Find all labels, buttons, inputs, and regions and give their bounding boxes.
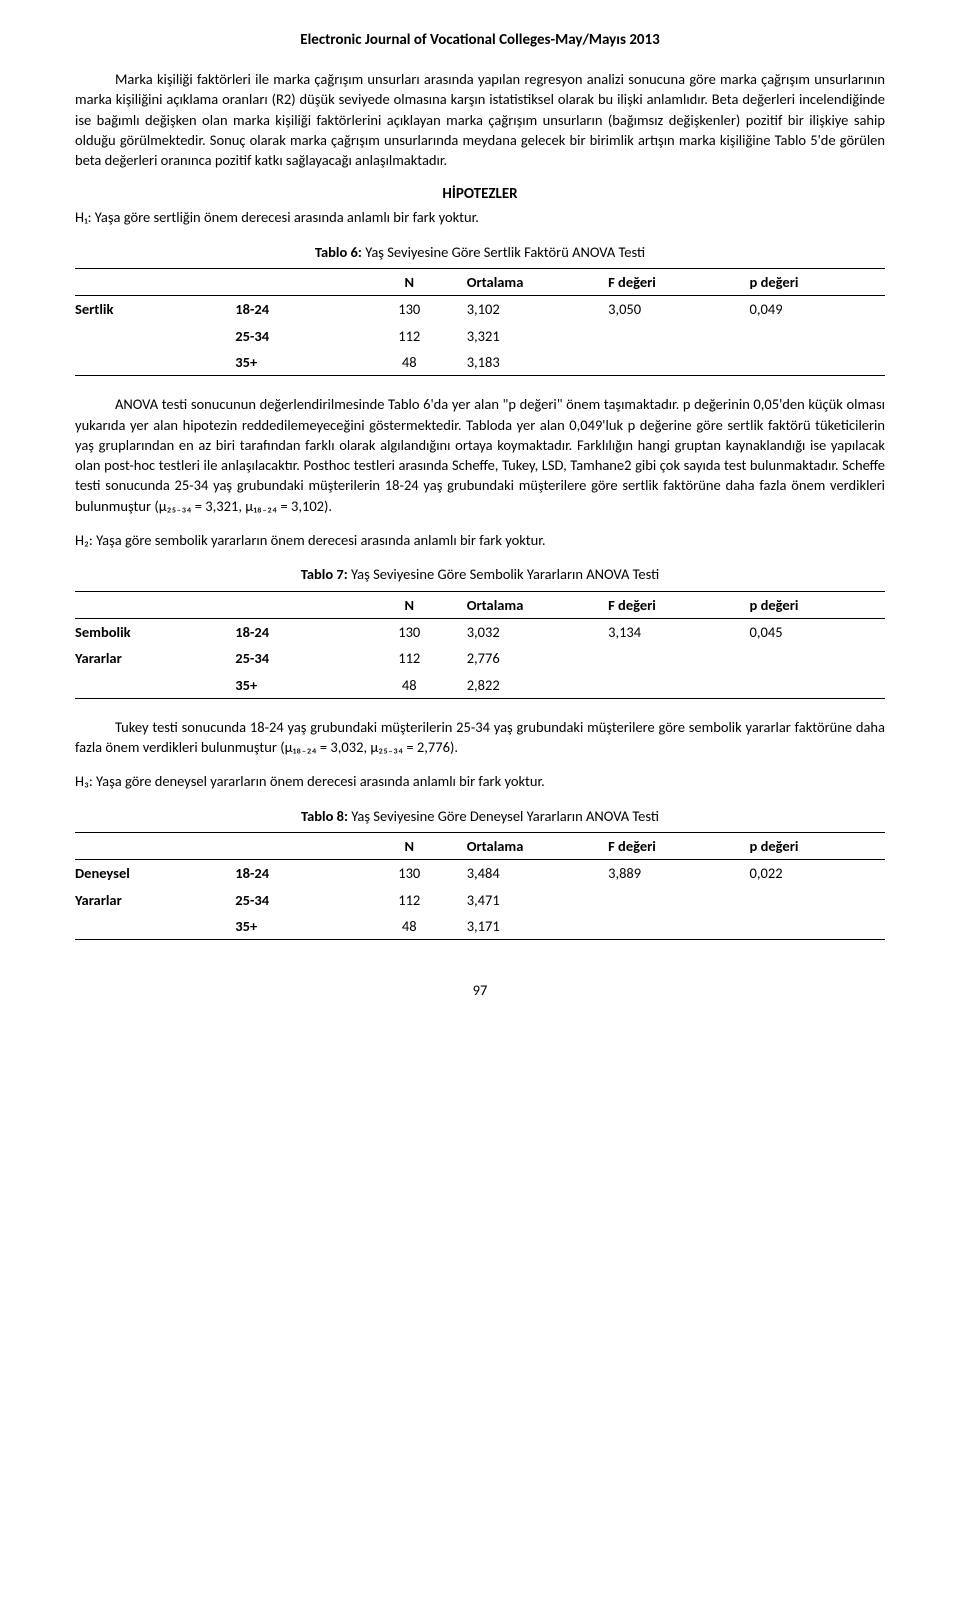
table7-header-f: F değeri: [602, 591, 743, 618]
hipotezler-title: HİPOTEZLER: [75, 184, 885, 205]
table7-n-2: 48: [358, 672, 461, 699]
table8-mean-0: 3,484: [461, 860, 602, 887]
table6-caption-bold: Tablo 6:: [315, 243, 362, 261]
table6-header-f: F değeri: [602, 269, 743, 296]
table6-header-mean: Ortalama: [461, 269, 602, 296]
journal-header: Electronic Journal of Vocational College…: [75, 30, 885, 51]
table7-age-2: 35+: [229, 672, 358, 699]
table7-n-1: 112: [358, 645, 461, 671]
table7-caption-bold: Tablo 7:: [301, 565, 348, 583]
table6-n-0: 130: [358, 296, 461, 323]
table8: N Ortalama F değeri p değeri Deneysel 18…: [75, 832, 885, 940]
table7-caption-rest: Yaş Seviyesine Göre Sembolik Yararların …: [348, 565, 659, 583]
table6-age-2: 35+: [229, 349, 358, 376]
table7-rowlabel1: Sembolik: [75, 618, 229, 645]
table8-age-2: 35+: [229, 913, 358, 940]
table8-caption-bold: Tablo 8:: [301, 807, 348, 825]
table8-header-p: p değeri: [744, 833, 885, 860]
table7-caption: Tablo 7: Yaş Seviyesine Göre Sembolik Ya…: [75, 564, 885, 584]
table7-mean-0: 3,032: [461, 618, 602, 645]
table6-rowlabel: Sertlik: [75, 296, 229, 323]
table7: N Ortalama F değeri p değeri Sembolik 18…: [75, 591, 885, 699]
table-row: Yararlar 25-34 112 3,471: [75, 887, 885, 913]
table6: N Ortalama F değeri p değeri Sertlik 18-…: [75, 268, 885, 376]
paragraph-intro: Marka kişiliği faktörleri ile marka çağr…: [75, 69, 885, 170]
table-row: 25-34 112 3,321: [75, 323, 885, 349]
hypothesis-1: H₁: Yaşa göre sertliğin önem derecesi ar…: [75, 207, 885, 227]
table6-p-0: 0,049: [744, 296, 885, 323]
table-row: Yararlar 25-34 112 2,776: [75, 645, 885, 671]
table7-f-0: 3,134: [602, 618, 743, 645]
table8-n-0: 130: [358, 860, 461, 887]
table6-n-1: 112: [358, 323, 461, 349]
table6-mean-1: 3,321: [461, 323, 602, 349]
table7-mean-1: 2,776: [461, 645, 602, 671]
table6-age-0: 18-24: [229, 296, 358, 323]
table8-mean-1: 3,471: [461, 887, 602, 913]
table8-caption-rest: Yaş Seviyesine Göre Deneysel Yararların …: [348, 807, 659, 825]
table6-age-1: 25-34: [229, 323, 358, 349]
table8-p-0: 0,022: [744, 860, 885, 887]
table-row: Sertlik 18-24 130 3,102 3,050 0,049: [75, 296, 885, 323]
table8-header-n: N: [358, 833, 461, 860]
table-row: Sembolik 18-24 130 3,032 3,134 0,045: [75, 618, 885, 645]
table6-caption: Tablo 6: Yaş Seviyesine Göre Sertlik Fak…: [75, 242, 885, 262]
table7-header-mean: Ortalama: [461, 591, 602, 618]
table7-age-0: 18-24: [229, 618, 358, 645]
table8-header-f: F değeri: [602, 833, 743, 860]
table6-header-p: p değeri: [744, 269, 885, 296]
table7-p-0: 0,045: [744, 618, 885, 645]
table8-f-0: 3,889: [602, 860, 743, 887]
table8-header-mean: Ortalama: [461, 833, 602, 860]
table7-header-n: N: [358, 591, 461, 618]
table8-n-2: 48: [358, 913, 461, 940]
hypothesis-3: H₃: Yaşa göre deneysel yararların önem d…: [75, 771, 885, 791]
table7-mean-2: 2,822: [461, 672, 602, 699]
table-row: Deneysel 18-24 130 3,484 3,889 0,022: [75, 860, 885, 887]
table8-n-1: 112: [358, 887, 461, 913]
table7-n-0: 130: [358, 618, 461, 645]
table7-header-p: p değeri: [744, 591, 885, 618]
table8-rowlabel2: Yararlar: [75, 887, 229, 913]
table8-mean-2: 3,171: [461, 913, 602, 940]
table-row: 35+ 48 3,183: [75, 349, 885, 376]
table-row: 35+ 48 3,171: [75, 913, 885, 940]
table8-rowlabel1: Deneysel: [75, 860, 229, 887]
paragraph-2: ANOVA testi sonucunun değerlendirilmesin…: [75, 394, 885, 516]
paragraph-3: Tukey testi sonucunda 18-24 yaş grubunda…: [75, 717, 885, 758]
table6-n-2: 48: [358, 349, 461, 376]
table6-caption-rest: Yaş Seviyesine Göre Sertlik Faktörü ANOV…: [362, 243, 645, 261]
hypothesis-2: H₂: Yaşa göre sembolik yararların önem d…: [75, 530, 885, 550]
table6-mean-0: 3,102: [461, 296, 602, 323]
table-row: 35+ 48 2,822: [75, 672, 885, 699]
table8-caption: Tablo 8: Yaş Seviyesine Göre Deneysel Ya…: [75, 806, 885, 826]
table6-f-0: 3,050: [602, 296, 743, 323]
table7-rowlabel2: Yararlar: [75, 645, 229, 671]
table7-age-1: 25-34: [229, 645, 358, 671]
page-number: 97: [75, 980, 885, 1000]
table6-mean-2: 3,183: [461, 349, 602, 376]
table8-age-1: 25-34: [229, 887, 358, 913]
table8-age-0: 18-24: [229, 860, 358, 887]
table6-header-n: N: [358, 269, 461, 296]
